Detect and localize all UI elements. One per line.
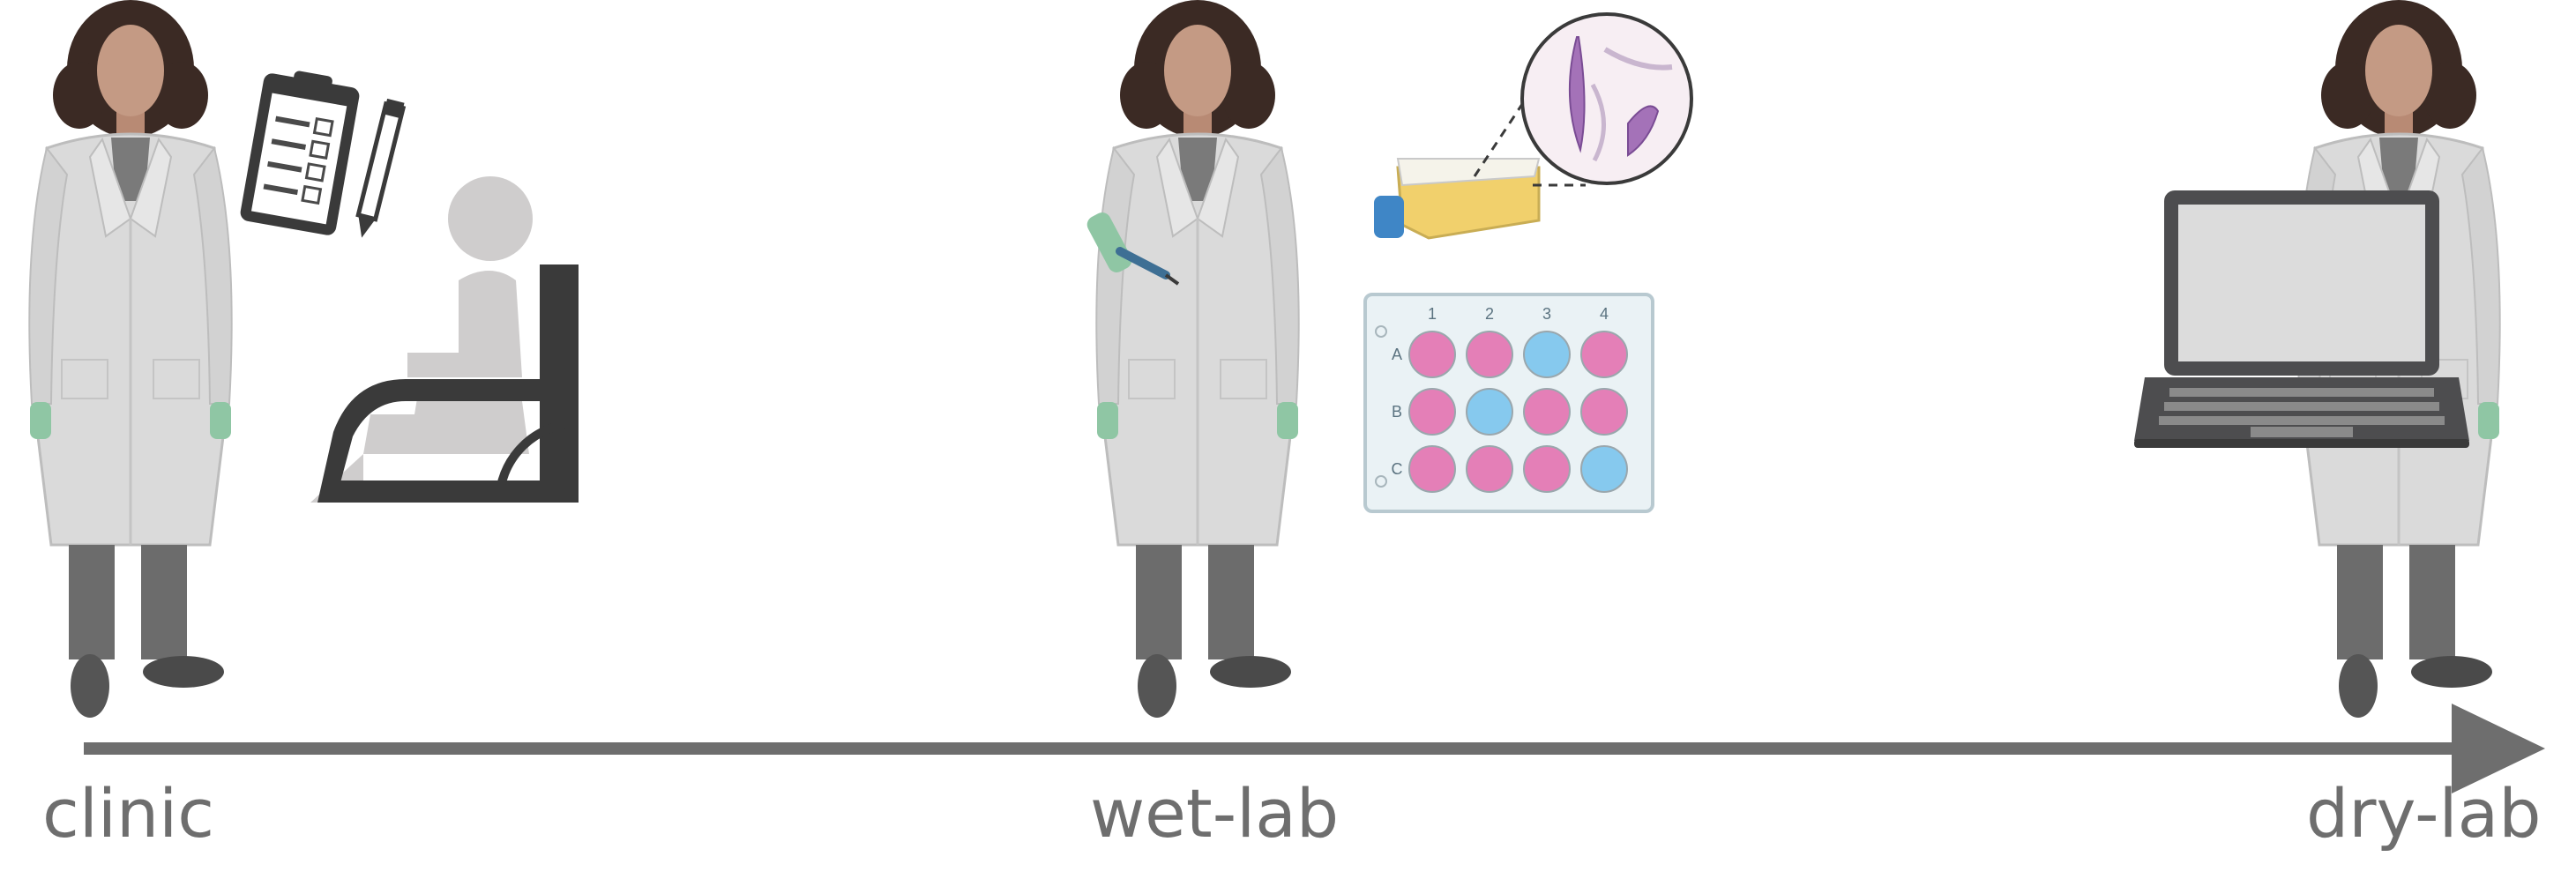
well-C4 bbox=[1580, 445, 1628, 493]
clipboard-icon bbox=[240, 71, 360, 235]
stage-label-dry-lab: dry-lab bbox=[2306, 774, 2542, 853]
timeline-arrow-icon bbox=[84, 704, 2545, 793]
plate-row-label: B bbox=[1392, 403, 1402, 421]
well-B4 bbox=[1580, 388, 1628, 436]
culture-flask-icon bbox=[1374, 158, 1541, 240]
pipette-icon bbox=[1086, 212, 1180, 286]
well-B2 bbox=[1466, 388, 1513, 436]
well-A1 bbox=[1408, 331, 1456, 378]
well-B1 bbox=[1408, 388, 1456, 436]
plate-row-label: A bbox=[1392, 346, 1402, 363]
well-A4 bbox=[1580, 331, 1628, 378]
pencil-icon bbox=[355, 98, 407, 238]
stage-label-wet-lab: wet-lab bbox=[1090, 774, 1340, 853]
well-A2 bbox=[1466, 331, 1513, 378]
well-A3 bbox=[1523, 331, 1571, 378]
plate-column-label: 3 bbox=[1542, 305, 1551, 323]
plate-row-label: C bbox=[1392, 460, 1403, 478]
scientist-clinic bbox=[27, 0, 234, 719]
well-C2 bbox=[1466, 445, 1513, 493]
plate-column-label: 4 bbox=[1600, 305, 1609, 323]
wheelchair-patient-icon bbox=[310, 176, 579, 503]
laptop-icon bbox=[2134, 190, 2469, 448]
parasite-cells-icon bbox=[1520, 12, 1693, 185]
plate-column-label: 1 bbox=[1428, 305, 1437, 323]
well-plate-icon: 1 2 3 4 A B C bbox=[1363, 293, 1654, 513]
scientist-wetlab bbox=[1094, 0, 1301, 719]
well-C3 bbox=[1523, 445, 1571, 493]
well-B3 bbox=[1523, 388, 1571, 436]
well-C1 bbox=[1408, 445, 1456, 493]
plate-column-label: 2 bbox=[1485, 305, 1494, 323]
stage-label-clinic: clinic bbox=[42, 774, 215, 853]
